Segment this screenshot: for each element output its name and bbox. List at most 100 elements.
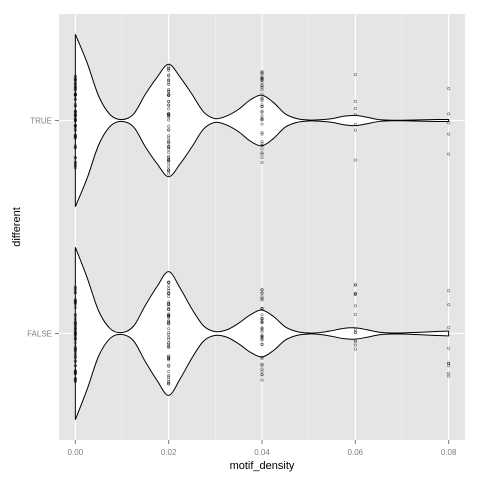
data-point <box>260 160 264 164</box>
data-point <box>73 338 77 342</box>
data-point <box>167 88 171 92</box>
data-point <box>73 379 77 383</box>
data-point <box>167 107 171 111</box>
data-point <box>167 154 171 158</box>
data-point <box>73 136 77 140</box>
data-point <box>260 147 264 151</box>
data-point <box>447 86 451 90</box>
data-point <box>73 334 77 338</box>
data-point <box>167 322 171 326</box>
data-point <box>73 117 77 121</box>
data-point <box>260 151 264 155</box>
data-point <box>447 362 451 366</box>
data-point <box>73 78 77 82</box>
data-point <box>73 118 77 122</box>
data-point <box>447 289 451 293</box>
data-point <box>260 97 264 101</box>
data-point <box>167 140 171 144</box>
data-point <box>73 364 77 368</box>
data-point <box>260 156 264 160</box>
data-point <box>73 323 77 327</box>
data-point <box>167 67 171 71</box>
data-point <box>73 285 77 289</box>
data-point <box>260 143 264 147</box>
data-point <box>447 326 451 330</box>
data-point <box>260 110 264 114</box>
data-point <box>260 298 264 302</box>
data-point <box>73 355 77 359</box>
data-point <box>167 82 171 86</box>
data-point <box>167 356 171 360</box>
data-point <box>73 313 77 317</box>
x-axis-ticks: 0.00 0.02 0.04 0.06 0.08 <box>68 440 457 457</box>
data-point <box>167 312 171 316</box>
data-point <box>447 374 451 378</box>
data-point <box>260 343 264 347</box>
data-point <box>353 338 357 342</box>
data-point <box>73 160 77 164</box>
data-point <box>167 307 171 311</box>
data-point <box>167 300 171 304</box>
data-point <box>73 93 77 97</box>
data-point <box>260 306 264 310</box>
data-point <box>167 363 171 367</box>
data-point <box>260 288 264 292</box>
data-point <box>167 315 171 319</box>
data-point <box>353 313 357 317</box>
data-point <box>260 131 264 135</box>
data-point <box>353 304 357 308</box>
data-point <box>73 116 77 120</box>
data-point <box>260 355 264 359</box>
data-point <box>73 305 77 309</box>
data-point <box>167 89 171 93</box>
data-point <box>167 99 171 103</box>
data-point <box>447 112 451 116</box>
data-point <box>73 161 77 165</box>
data-point <box>167 144 171 148</box>
data-point <box>260 105 264 109</box>
data-point <box>167 331 171 335</box>
data-point <box>73 349 77 353</box>
data-point <box>260 152 264 156</box>
data-point <box>73 353 77 357</box>
data-point <box>260 363 264 367</box>
data-point <box>353 122 357 126</box>
data-point <box>73 288 77 292</box>
data-point <box>353 327 357 331</box>
data-point <box>167 314 171 318</box>
y-tick-label: FALSE <box>27 330 52 339</box>
data-point <box>73 359 77 363</box>
data-point <box>167 141 171 145</box>
data-point <box>167 345 171 349</box>
data-point <box>167 115 171 119</box>
data-point <box>73 166 77 170</box>
data-point <box>73 123 77 127</box>
minor-gridlines <box>121 14 403 440</box>
data-point <box>260 99 264 103</box>
data-point <box>167 150 171 154</box>
data-point <box>73 83 77 87</box>
data-point <box>73 133 77 137</box>
data-point <box>167 370 171 374</box>
data-point <box>73 102 77 106</box>
data-point <box>73 85 77 89</box>
data-point <box>260 337 264 341</box>
x-axis-title: motif_density <box>230 460 295 472</box>
data-point <box>260 109 264 113</box>
data-point <box>167 168 171 172</box>
data-point <box>167 145 171 149</box>
data-point <box>167 335 171 339</box>
data-point <box>167 333 171 337</box>
data-point <box>167 327 171 331</box>
data-point <box>260 335 264 339</box>
data-point <box>447 346 451 350</box>
data-point <box>73 127 77 131</box>
data-point <box>73 378 77 382</box>
data-point <box>167 73 171 77</box>
data-point <box>73 163 77 167</box>
data-point <box>73 82 77 86</box>
data-point <box>167 128 171 132</box>
data-point <box>73 300 77 304</box>
data-point <box>167 93 171 97</box>
